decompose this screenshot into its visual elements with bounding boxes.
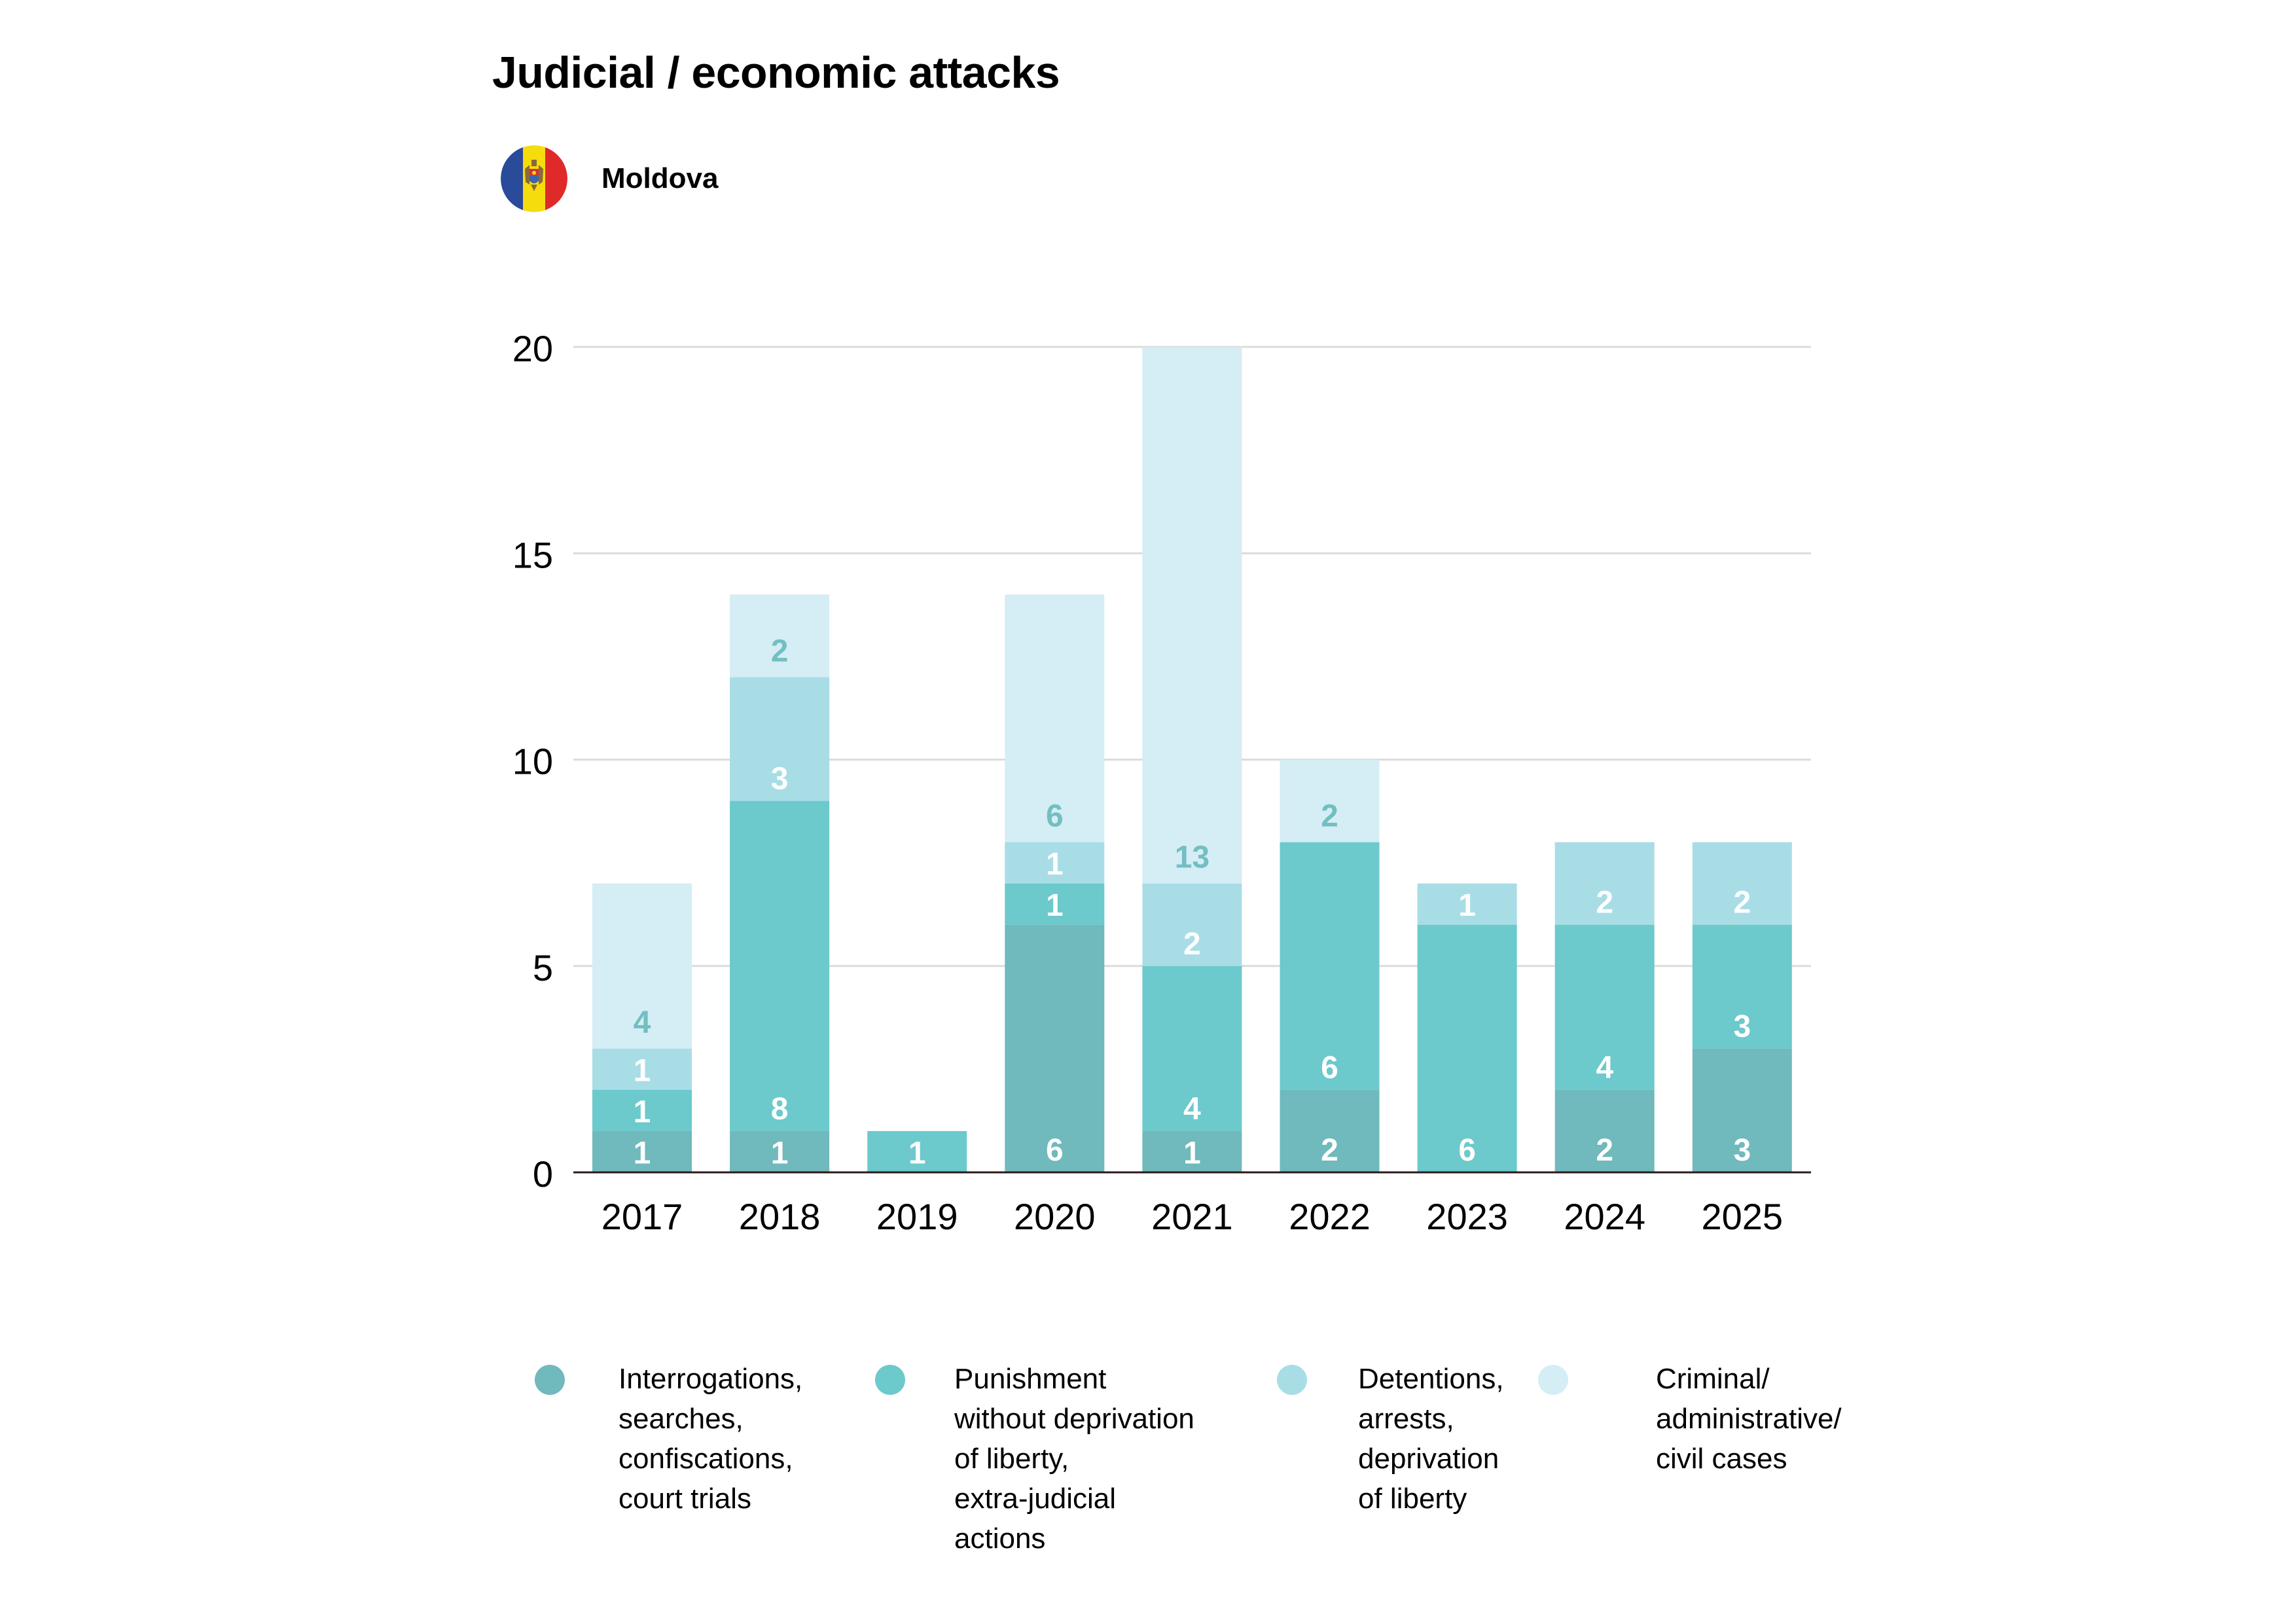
x-tick-label: 2020	[1014, 1196, 1096, 1237]
bar-value-label: 13	[1175, 840, 1210, 875]
bar-segment	[1417, 924, 1517, 1172]
bar-value-label: 1	[634, 1053, 651, 1088]
bar-segment	[867, 1130, 967, 1172]
chart-title: Judicial / economic attacks	[492, 48, 1060, 98]
x-tick-label: 2024	[1564, 1196, 1645, 1237]
bar-value-label: 6	[1321, 1051, 1338, 1085]
coat-of-arms-icon	[525, 160, 543, 191]
bar-value-label: 8	[771, 1092, 789, 1127]
bar-value-label: 2	[1321, 799, 1338, 834]
bar-value-label: 6	[1458, 1133, 1476, 1168]
legend-swatch	[875, 1365, 905, 1395]
bar-segment	[1280, 1089, 1380, 1172]
legend-label: Interrogations, searches, confiscations,…	[619, 1363, 803, 1515]
bar-value-label: 1	[771, 1136, 789, 1170]
bar-segment	[1142, 347, 1242, 884]
y-tick-label: 10	[512, 741, 553, 782]
y-tick-label: 15	[512, 534, 553, 575]
y-tick-label: 0	[533, 1153, 553, 1195]
bar-value-label: 2	[1596, 886, 1613, 920]
bar-segment	[592, 1130, 692, 1172]
bar-segment	[1280, 842, 1380, 1090]
legend-swatch	[535, 1365, 565, 1395]
bar-segment	[1005, 842, 1105, 884]
bar-segment	[592, 1089, 692, 1131]
x-tick-label: 2021	[1151, 1196, 1233, 1237]
bar-value-label: 4	[634, 1005, 651, 1040]
legend: Interrogations, searches, confiscations,…	[0, 1363, 2296, 1561]
bar-value-label: 1	[1046, 847, 1064, 882]
bar-segment	[1005, 883, 1105, 925]
bar-segment	[592, 1048, 692, 1090]
bar-segment	[730, 1130, 830, 1172]
x-tick-label: 2017	[601, 1196, 683, 1237]
bars	[592, 347, 1792, 1172]
bar-value-label: 1	[634, 1136, 651, 1170]
bar-value-label: 3	[1733, 1009, 1751, 1044]
bar-value-label: 1	[1183, 1136, 1201, 1170]
bar-segment	[592, 883, 692, 1049]
bar-segment	[1142, 1130, 1242, 1172]
legend-label: Criminal/ administrative/ civil cases	[1656, 1363, 1842, 1475]
country-badge: Moldova	[501, 145, 718, 212]
x-tick-label: 2018	[739, 1196, 821, 1237]
bar-value-label: 4	[1183, 1092, 1201, 1127]
bar-value-label: 2	[1321, 1133, 1338, 1168]
bar-value-label: 3	[1733, 1133, 1751, 1168]
bar-value-label: 1	[634, 1094, 651, 1129]
bar-segment	[1554, 842, 1655, 925]
bar-value-label: 4	[1596, 1051, 1613, 1085]
bar-value-label: 2	[1183, 927, 1201, 962]
country-name: Moldova	[601, 162, 719, 194]
bar-segment	[730, 801, 830, 1131]
bar-segment	[1554, 924, 1655, 1090]
bar-segment	[1005, 924, 1105, 1172]
bar-value-label: 1	[908, 1136, 926, 1170]
bar-segment	[1554, 1089, 1655, 1172]
x-axis-ticks: 2017 2018 2019 2020 2021 2022 2023 2024 2025	[601, 1196, 1783, 1237]
bar-segment	[1142, 883, 1242, 966]
bar-value-label: 3	[771, 762, 789, 797]
bar-value-label: 2	[771, 634, 789, 668]
bar-segment	[1142, 965, 1242, 1131]
legend-label: Punishment without deprivation of libert…	[954, 1363, 1194, 1555]
bar-segment	[1280, 759, 1380, 842]
bar-segment	[1417, 883, 1517, 925]
bar-value-label: 6	[1046, 799, 1064, 834]
bar-value-label: 2	[1596, 1133, 1613, 1168]
y-tick-label: 20	[512, 328, 553, 369]
x-tick-label: 2022	[1289, 1196, 1371, 1237]
bar-segment	[1692, 924, 1792, 1049]
bar-value-label: 2	[1733, 886, 1751, 920]
legend-label: Detentions, arrests, deprivation of libe…	[1358, 1363, 1504, 1515]
legend-swatch	[1538, 1365, 1568, 1395]
bar-segment	[1005, 594, 1105, 842]
bar-value-label: 6	[1046, 1133, 1064, 1168]
bar-segment	[730, 594, 830, 677]
bar-value-label: 1	[1046, 888, 1064, 923]
legend-swatch	[1277, 1365, 1307, 1395]
y-tick-label: 5	[533, 947, 553, 988]
y-axis-ticks: 0 5 10 15 20	[512, 328, 553, 1195]
x-tick-label: 2023	[1426, 1196, 1508, 1237]
x-tick-label: 2025	[1702, 1196, 1784, 1237]
bar-segment	[730, 677, 830, 801]
bar-segment	[1692, 842, 1792, 925]
bar-value-label: 1	[1458, 888, 1476, 923]
x-tick-label: 2019	[876, 1196, 958, 1237]
bar-segment	[1692, 1048, 1792, 1172]
